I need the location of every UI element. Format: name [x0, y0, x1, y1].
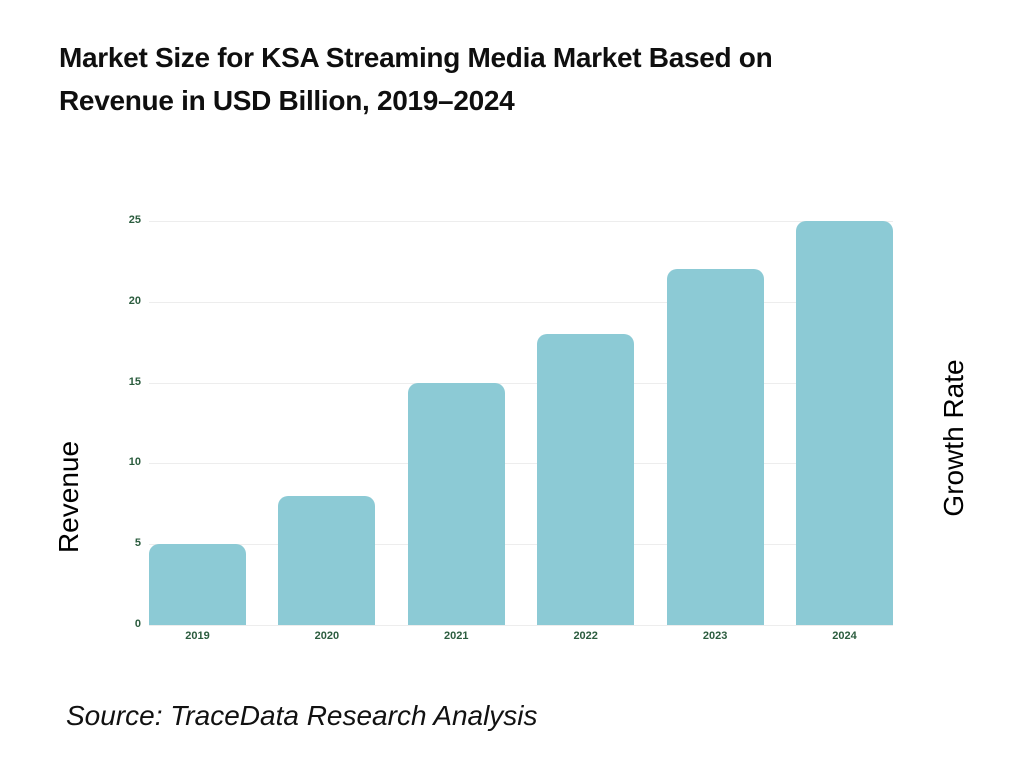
bar-2019	[149, 544, 246, 625]
gridline-y-25	[149, 221, 893, 222]
y-tick-label-15: 15	[128, 375, 141, 388]
gridline-y-5	[149, 544, 893, 546]
gridline-y-20	[149, 301, 893, 303]
chart-title: Market Size for KSA Streaming Media Mark…	[59, 36, 773, 122]
y-tick-label-25: 25	[128, 214, 141, 226]
plot-area: 2019 2020 2021 2022 2023 2024	[149, 221, 893, 642]
bar-2022	[537, 334, 635, 625]
bar-2024	[796, 221, 893, 625]
x-tick-label-2023: 2023	[702, 630, 728, 642]
gridline-y-10	[149, 463, 893, 465]
x-tick-label-2019: 2019	[185, 630, 210, 642]
source-caption: Source: TraceData Research Analysis	[66, 700, 538, 731]
y-tick-label-10: 10	[128, 456, 141, 469]
y-tick-label-20: 20	[128, 294, 141, 307]
gridline-y-0	[149, 625, 893, 626]
x-tick-label-2021: 2021	[444, 630, 469, 642]
growth-rate-axis-label: Growth Rate	[938, 359, 969, 517]
revenue-axis-label: Revenue	[53, 440, 84, 554]
chart-title-line-2: Revenue in USD Billion, 2019–2024	[59, 85, 515, 116]
x-tick-label-2020: 2020	[314, 630, 340, 642]
bar-2021	[407, 382, 505, 625]
chart-title-line-1: Market Size for KSA Streaming Media Mark…	[59, 42, 773, 73]
x-tick-label-2022: 2022	[573, 630, 598, 642]
bar-2020	[278, 495, 376, 625]
bar-2023	[666, 269, 764, 625]
x-tick-label-2024: 2024	[832, 630, 857, 642]
y-tick-label-0: 0	[134, 618, 141, 630]
gridline-y-15	[149, 382, 893, 384]
y-tick-label-5: 5	[134, 537, 141, 550]
